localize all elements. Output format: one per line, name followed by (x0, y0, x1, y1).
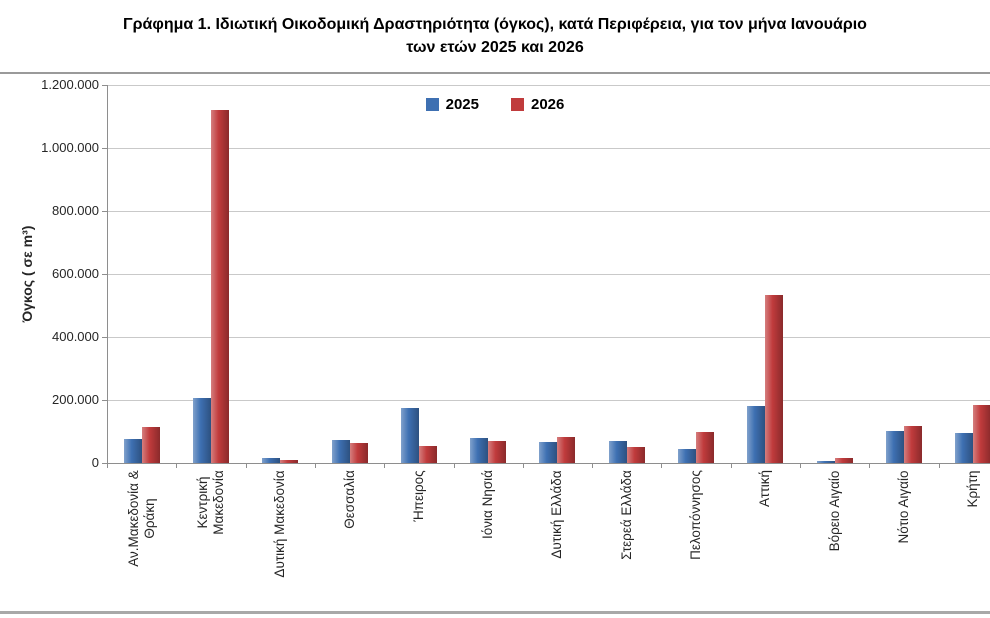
bar-2025-1 (192, 398, 211, 463)
y-axis-tick (102, 85, 107, 86)
bar-2025-8 (678, 449, 697, 463)
bar-2025-7 (608, 441, 627, 463)
x-axis-label: Κρήτη (965, 470, 981, 508)
bar-2026-10 (834, 458, 853, 463)
x-axis-tick (730, 463, 732, 468)
y-axis-tick-label: 200.000 (52, 392, 99, 407)
bar-2025-6 (539, 442, 558, 463)
x-axis-tick (453, 463, 455, 468)
x-axis-tick (176, 463, 178, 468)
y-axis-tick-label: 400.000 (52, 329, 99, 344)
x-axis-label: Ιόνια Νησιά (480, 470, 496, 539)
chart-title-line2: των ετών 2025 και 2026 (406, 39, 584, 56)
x-axis-label: Πελοπόννησος (688, 470, 704, 560)
x-axis-label: Αν.Μακεδονία & Θράκη (125, 470, 157, 567)
bar-2025-5 (470, 438, 489, 463)
y-axis-line (107, 85, 108, 463)
bar-2025-10 (816, 461, 835, 463)
bar-2025-9 (747, 406, 766, 463)
x-axis-tick (938, 463, 940, 468)
bar-2025-12 (955, 433, 974, 463)
chart-legend: 2025 2026 (0, 96, 990, 113)
bar-2026-7 (626, 447, 645, 463)
gridline (107, 85, 990, 86)
chart-title: Γράφημα 1. Ιδιωτική Οικοδομική Δραστηριό… (0, 13, 990, 59)
x-axis-label: Ήπειρος (410, 470, 426, 522)
x-axis-tick (661, 463, 663, 468)
x-axis-tick (522, 463, 524, 468)
gridline (107, 274, 990, 275)
x-axis-tick (869, 463, 871, 468)
y-axis-tick-label: 800.000 (52, 203, 99, 218)
y-axis-tick-label: 600.000 (52, 266, 99, 281)
bar-2025-0 (123, 439, 142, 463)
y-axis-tick-label: 0 (91, 455, 99, 470)
gridline (107, 337, 990, 338)
x-axis-tick (592, 463, 594, 468)
bar-2026-4 (418, 446, 437, 463)
x-axis-tick (800, 463, 801, 468)
bar-2026-8 (696, 432, 715, 463)
bar-2026-1 (210, 110, 229, 463)
x-axis-label: Νότιο Αιγαίο (895, 470, 911, 544)
y-axis-tick (102, 148, 107, 149)
y-axis-tick-label: 1.200.000 (41, 77, 99, 92)
legend-label-2026: 2026 (531, 96, 565, 113)
gridline (107, 400, 990, 401)
x-axis-line (107, 463, 990, 464)
bar-2025-2 (262, 458, 281, 463)
legend-label-2025: 2025 (445, 96, 479, 113)
chart-top-border (0, 72, 990, 74)
bar-2026-11 (903, 426, 922, 463)
legend-item-2026: 2026 (511, 96, 564, 113)
y-axis-tick (102, 463, 107, 464)
chart-title-line1: Γράφημα 1. Ιδιωτική Οικοδομική Δραστηριό… (123, 16, 867, 33)
y-axis-tick-label: 1.000.000 (41, 140, 99, 155)
legend-swatch-2025 (425, 98, 439, 111)
legend-item-2025: 2025 (425, 96, 479, 113)
x-axis-label: Στερεά Ελλάδα (618, 470, 634, 560)
x-axis-label: Θεσσαλία (341, 470, 357, 529)
chart-bottom-border (0, 611, 990, 614)
x-axis-label: Δυτική Μακεδονία (272, 470, 288, 578)
y-axis-tick (102, 400, 107, 401)
y-axis-tick (102, 274, 107, 275)
y-axis-tick (102, 211, 107, 212)
x-axis-tick (384, 463, 386, 468)
x-axis-tick (107, 463, 108, 468)
x-axis-label: Κεντρική Μακεδονία (194, 470, 226, 535)
bar-2026-5 (488, 441, 507, 463)
gridline (107, 211, 990, 212)
bar-2026-0 (141, 427, 160, 463)
bar-2026-2 (280, 460, 299, 463)
gridline (107, 148, 990, 149)
bar-2025-11 (885, 431, 904, 463)
x-axis-label: Δυτική Ελλάδα (549, 470, 565, 559)
x-axis-tick (245, 463, 247, 468)
x-axis-label: Αττική (757, 470, 773, 507)
bar-2025-3 (331, 440, 350, 463)
bar-2025-4 (400, 408, 419, 463)
x-axis-tick (314, 463, 316, 468)
legend-swatch-2026 (511, 98, 524, 111)
y-axis-tick (102, 337, 107, 338)
bar-2026-6 (557, 437, 576, 463)
bar-2026-9 (765, 295, 784, 463)
x-axis-label: Βόρειο Αιγαίο (826, 470, 842, 552)
bar-2026-3 (349, 443, 368, 463)
bar-2026-12 (973, 405, 990, 463)
